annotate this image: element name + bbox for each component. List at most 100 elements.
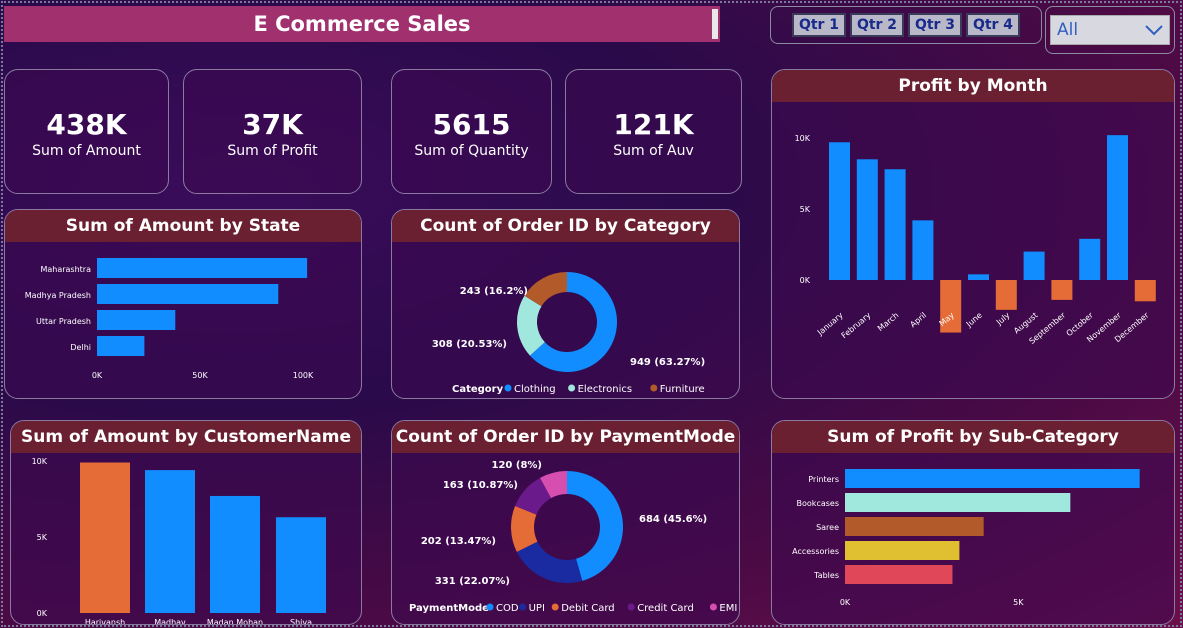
chart-title: Sum of Amount by CustomerName: [11, 421, 361, 453]
qtr-1-button[interactable]: Qtr 1: [792, 13, 846, 37]
bar: [829, 142, 850, 280]
legend-label: UPI: [529, 603, 545, 614]
y-tick-label: 0K: [800, 276, 811, 285]
slice-data-label: 684 (45.6%): [639, 514, 707, 525]
customer-bar-chart: 10K 5K 0K Harivansh Madhav Madan Mohan Shiva: [32, 457, 326, 625]
bar: [940, 280, 962, 333]
x-tick-label: 5K: [1013, 598, 1024, 607]
qtr-2-button[interactable]: Qtr 2: [850, 13, 904, 37]
legend-label: Clothing: [514, 384, 556, 395]
donut-slice: [516, 541, 583, 583]
chevron-down-icon: [1145, 25, 1163, 36]
kpi-card-quantity: 5615 Sum of Quantity: [391, 69, 552, 194]
donut-slice: [529, 272, 617, 372]
kpi-card-profit: 37K Sum of Profit: [183, 69, 362, 194]
bar: [276, 517, 326, 613]
bar: [210, 495, 260, 613]
payment-donut-chart: 684 (45.6%) 331 (22.07%) 202 (13.47%) 163 (…: [409, 460, 737, 614]
bar: [912, 220, 934, 280]
legend-label: COD: [496, 603, 519, 614]
kpi-label: Sum of Auv: [613, 143, 694, 159]
kpi-value: 121K: [613, 108, 694, 141]
chart-card-payment: Count of Order ID by PaymentMode 684 (45…: [391, 420, 740, 625]
legend-label: Debit Card: [561, 603, 614, 614]
filter-dropdown[interactable]: All: [1050, 15, 1170, 45]
category-label: Printers: [808, 475, 839, 484]
bar: [856, 159, 878, 280]
legend-title: PaymentMode: [409, 603, 489, 614]
qtr-4-button[interactable]: Qtr 4: [966, 13, 1020, 37]
category-donut-chart: 949 (63.27%) 308 (20.53%) 243 (16.2%) Categ…: [432, 272, 705, 395]
category-label: Delhi: [70, 343, 91, 352]
donut-slice: [515, 477, 552, 515]
bar: [145, 470, 195, 613]
bar: [97, 336, 145, 356]
legend-marker: [486, 603, 494, 611]
legend-label: Electronics: [578, 384, 633, 395]
chart-card-subcategory: Sum of Profit by Sub-Category Printers Bo…: [771, 420, 1175, 625]
slice-data-label: 120 (8%): [492, 460, 542, 471]
kpi-card-amount: 438K Sum of Amount: [4, 69, 169, 194]
x-tick-label: 100K: [293, 371, 314, 380]
chart-card-state: Sum of Amount by State Maharashtra Madhya…: [4, 209, 362, 399]
slice-data-label: 163 (10.87%): [443, 480, 518, 491]
legend-marker: [504, 384, 512, 392]
category-label: Maharashtra: [40, 265, 91, 274]
category-label: Madhya Pradesh: [25, 291, 91, 300]
slice-data-label: 949 (63.27%): [630, 357, 705, 368]
legend-marker: [650, 384, 658, 392]
state-bar-chart: Maharashtra Madhya Pradesh Uttar Pradesh De…: [25, 258, 314, 380]
x-tick-label: Shiva: [290, 618, 312, 625]
category-label: Uttar Pradesh: [36, 317, 91, 326]
bar: [845, 469, 1140, 488]
category-label: Saree: [816, 523, 839, 532]
bar: [97, 284, 279, 304]
legend-marker: [568, 384, 576, 392]
chart-title: Count of Order ID by PaymentMode: [392, 421, 739, 453]
legend-label: EMI: [719, 603, 737, 614]
kpi-value: 438K: [46, 108, 127, 141]
legend-title: Category: [452, 384, 504, 395]
x-tick-label: March: [876, 311, 900, 334]
kpi-label: Sum of Amount: [32, 143, 141, 159]
bar: [845, 493, 1071, 512]
chart-title: Profit by Month: [772, 70, 1174, 102]
legend-label: Credit Card: [637, 603, 694, 614]
x-tick-label: April: [908, 311, 928, 330]
legend-marker: [519, 603, 527, 611]
y-tick-label: 10K: [795, 134, 811, 143]
chart-card-category: Count of Order ID by Category 949 (63.27…: [391, 209, 740, 399]
bar: [845, 565, 953, 584]
chart-card-month: Profit by Month 10K 5K 0K January February Ma…: [771, 69, 1175, 399]
x-tick-label: Madan Mohan: [207, 618, 263, 625]
category-label: Bookcases: [797, 499, 839, 508]
bar: [995, 280, 1017, 310]
chart-card-customer: Sum of Amount by CustomerName 10K 5K 0K Har…: [10, 420, 362, 625]
legend-marker: [709, 603, 717, 611]
bar: [97, 310, 176, 330]
page-title-text: E Commerce Sales: [253, 12, 471, 36]
x-tick-label: February: [840, 310, 873, 340]
title-scroll-handle[interactable]: [712, 9, 718, 39]
slice-data-label: 243 (16.2%): [460, 286, 528, 297]
x-tick-label: 0K: [840, 598, 851, 607]
x-tick-label: 0K: [92, 371, 103, 380]
kpi-value: 37K: [242, 108, 303, 141]
chart-title: Count of Order ID by Category: [392, 210, 739, 242]
qtr-3-button[interactable]: Qtr 3: [908, 13, 962, 37]
bar: [1134, 280, 1156, 302]
x-tick-label: 50K: [192, 371, 208, 380]
bar: [1051, 280, 1073, 300]
x-tick-label: Harivansh: [85, 618, 125, 625]
filter-slicer: All: [1045, 6, 1175, 54]
filter-selected-value: All: [1057, 20, 1079, 40]
donut-slice: [511, 505, 538, 552]
kpi-label: Sum of Quantity: [414, 143, 529, 159]
category-label: Accessories: [792, 547, 839, 556]
chart-title: Sum of Profit by Sub-Category: [772, 421, 1174, 453]
x-tick-label: June: [964, 311, 984, 330]
legend-label: Furniture: [660, 384, 705, 395]
y-tick-label: 10K: [32, 457, 48, 466]
donut-slice: [540, 471, 567, 499]
donut-slice: [517, 295, 545, 356]
